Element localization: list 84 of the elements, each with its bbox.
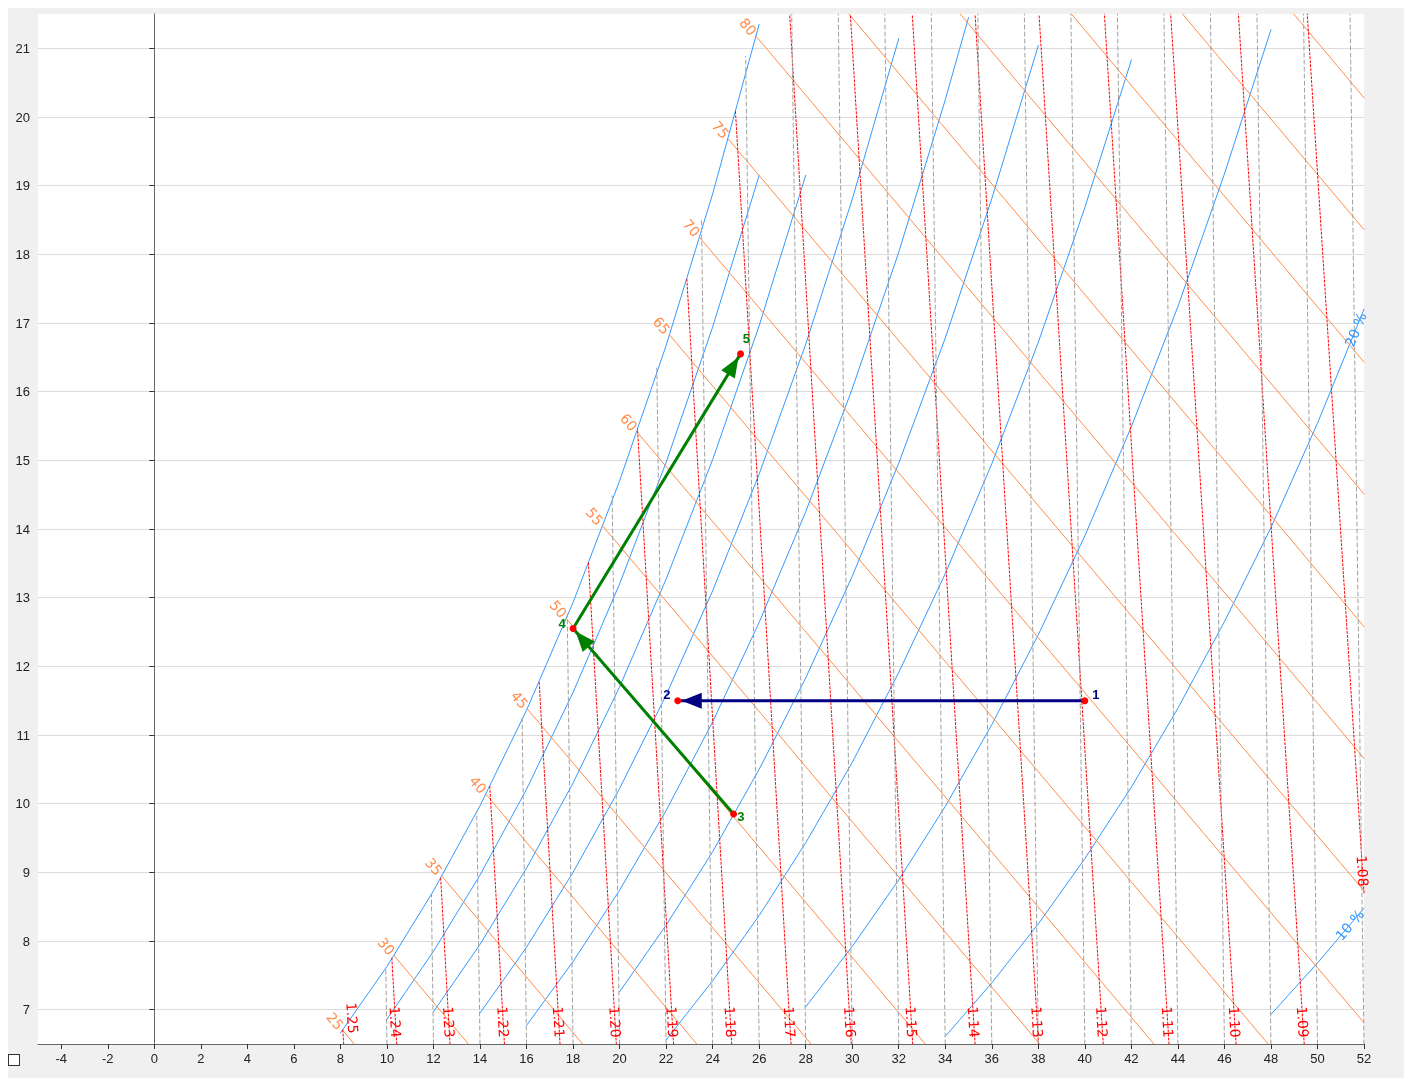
y-tick-label: 20 — [15, 109, 30, 125]
x-tick-label: 38 — [1031, 1051, 1046, 1066]
x-tick-label: 40 — [1077, 1051, 1093, 1066]
y-tick-label: 14 — [15, 521, 30, 537]
x-tick-label: 18 — [565, 1051, 581, 1066]
text: 1.23 — [439, 1006, 458, 1039]
y-tick-label: 10 — [15, 796, 30, 812]
x-tick-label: 22 — [658, 1051, 674, 1066]
x-tick-label: 48 — [1263, 1051, 1279, 1066]
x-tick-label: 36 — [984, 1051, 1000, 1066]
text: 1.11 — [1158, 1006, 1177, 1039]
text: 1.13 — [1028, 1006, 1047, 1039]
text: 65 — [649, 313, 674, 338]
point — [674, 697, 682, 705]
x-tick-label: 26 — [751, 1051, 767, 1066]
text: 1.09 — [1293, 1005, 1312, 1039]
x-tick-label: 0 — [150, 1051, 158, 1066]
text: 40 — [466, 772, 490, 797]
annotation: 5 — [742, 331, 750, 347]
point — [730, 810, 738, 818]
x-tick-label: 16 — [519, 1051, 534, 1066]
text: 60 — [616, 410, 641, 435]
y-tick-label: 7 — [22, 1002, 30, 1018]
x-tick-label: 20 — [612, 1051, 627, 1066]
x-tick-label: 6 — [290, 1051, 298, 1066]
text: 75 — [708, 117, 733, 142]
x-tick-label: 32 — [891, 1051, 906, 1066]
x-tick-label: 14 — [472, 1051, 488, 1066]
annotation: 1 — [1092, 687, 1100, 703]
point — [1081, 697, 1089, 705]
y-tick-label: 19 — [15, 178, 30, 194]
y-tick-label: 15 — [15, 452, 30, 468]
text: 55 — [582, 504, 607, 529]
text: 30 — [374, 934, 399, 959]
text: 1.21 — [549, 1006, 568, 1039]
text: 70 — [679, 216, 704, 240]
text: 1.17 — [780, 1006, 799, 1039]
y-tick-label: 21 — [15, 40, 30, 56]
x-tick-label: 50 — [1310, 1051, 1325, 1066]
text: 1.20 — [606, 1006, 624, 1039]
text: 45 — [507, 687, 532, 712]
x-tick-label: 24 — [705, 1051, 720, 1066]
annotation: 2 — [663, 687, 671, 703]
text: 1.14 — [964, 1006, 983, 1039]
x-tick-label: 12 — [426, 1051, 441, 1066]
line-series — [619, 45, 1039, 993]
x-tick-label: -4 — [55, 1051, 68, 1066]
y-tick-label: 8 — [22, 933, 30, 949]
x-tick-label: 52 — [1356, 1051, 1372, 1066]
x-tick-label: 28 — [798, 1051, 813, 1066]
text: 1.16 — [841, 1006, 859, 1039]
y-tick-label: 9 — [22, 864, 30, 880]
line-series — [805, 29, 1272, 1008]
x-tick-label: 2 — [197, 1051, 205, 1066]
x-tick-label: 10 — [379, 1051, 395, 1066]
y-tick-label: 11 — [16, 727, 30, 743]
point — [737, 350, 745, 358]
text: 1.08 — [1353, 854, 1372, 888]
text: 1.22 — [494, 1006, 513, 1039]
text: 35 — [422, 854, 446, 879]
y-tick-label: 13 — [15, 590, 30, 606]
x-tick-label: 30 — [844, 1051, 860, 1066]
x-tick-label: 44 — [1170, 1051, 1186, 1066]
y-tick-label: 16 — [15, 384, 30, 400]
text: 20 % — [1341, 310, 1370, 350]
text: 1.24 — [386, 1006, 405, 1039]
x-tick-label: 34 — [938, 1051, 953, 1066]
y-tick-label: 17 — [15, 315, 30, 331]
x-tick-label: 8 — [336, 1051, 345, 1066]
text: 1.18 — [721, 1006, 740, 1039]
text: 80 — [736, 14, 761, 39]
x-tick-label: 46 — [1217, 1051, 1232, 1066]
text: 10 % — [1332, 906, 1368, 944]
point — [569, 625, 577, 633]
text: 1.15 — [902, 1006, 921, 1039]
y-tick-label: 18 — [15, 246, 30, 262]
text: 1.10 — [1225, 1006, 1244, 1039]
text: 1.19 — [663, 1006, 682, 1039]
y-tick-label: 12 — [15, 658, 30, 674]
x-tick-label: 4 — [243, 1051, 251, 1066]
x-tick-label: 42 — [1124, 1051, 1139, 1066]
annotation: 3 — [737, 808, 745, 824]
x-tick-label: -2 — [102, 1051, 114, 1066]
text: 1.12 — [1092, 1006, 1111, 1039]
